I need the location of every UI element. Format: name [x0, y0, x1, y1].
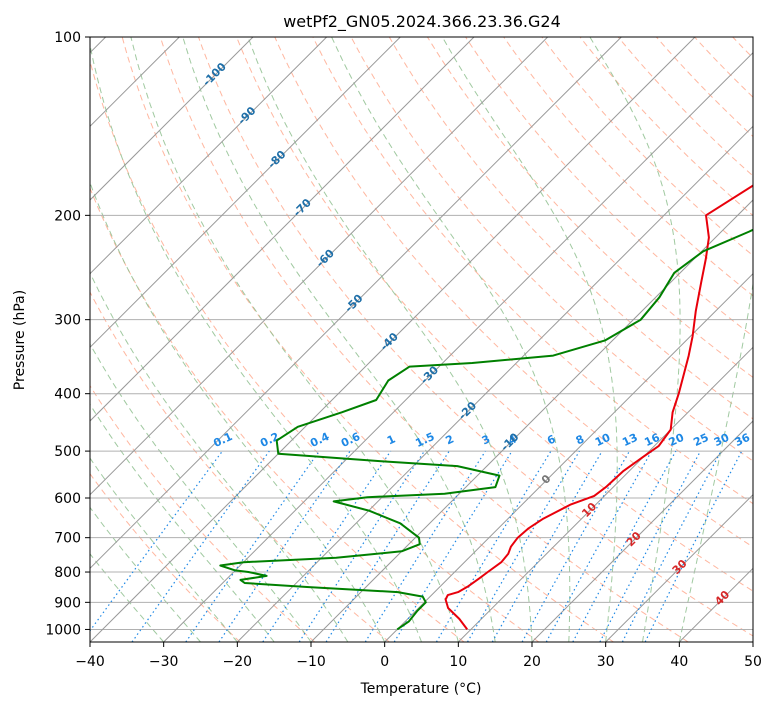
y-axis-title: Pressure (hPa) [12, 290, 28, 390]
dry-adiabat [274, 37, 753, 548]
mixing-ratio-line [185, 450, 320, 642]
isotherm-line [90, 37, 549, 496]
mixing-ratio-line [393, 450, 513, 642]
isotherm-line [384, 272, 753, 642]
dry-adiabat [90, 186, 465, 642]
y-tick-label: 300 [54, 313, 81, 329]
x-tick-label: 20 [523, 654, 541, 670]
isotherm-line [457, 346, 753, 642]
dry-adiabat [388, 37, 753, 420]
x-axis: −40 −30 −20 −10 0 10 20 30 40 50 [75, 642, 762, 670]
dry-adiabat [617, 37, 753, 177]
x-tick-label: −30 [149, 654, 179, 670]
isotherm-line [90, 37, 328, 275]
x-tick-label: −40 [75, 654, 105, 670]
moist-adiabat [90, 403, 275, 642]
y-tick-label: 100 [54, 30, 81, 46]
isotherm-line [163, 51, 753, 642]
plot-frame [89, 36, 754, 643]
dry-adiabat [90, 59, 540, 642]
dry-adiabat [236, 37, 753, 592]
moist-adiabat [90, 553, 165, 642]
temperature-profile-line [444, 184, 753, 631]
mixing-ratio-label: 25 [691, 431, 710, 449]
x-tick-label: −10 [296, 654, 326, 670]
moist-adiabat [90, 271, 349, 642]
dewpoint-profile-line [219, 228, 753, 631]
mixing-ratio-line [325, 450, 450, 642]
isotherm-line [236, 125, 753, 642]
dry-adiabat [159, 37, 689, 642]
mixing-ratio-line [262, 450, 392, 642]
moist-adiabat [90, 457, 238, 642]
x-tick-label: 30 [597, 654, 615, 670]
dry-adiabat [503, 37, 753, 297]
dry-adiabat [198, 37, 753, 637]
isotherm-line [310, 199, 753, 642]
moist-adiabat [90, 506, 201, 642]
mixing-ratio-line [364, 450, 486, 642]
moist-adiabat [90, 181, 386, 642]
y-tick-label: 600 [54, 491, 81, 507]
mixing-ratio-label: 13 [620, 431, 639, 449]
x-tick-label: −20 [223, 654, 253, 670]
mixing-ratio-line [572, 450, 677, 642]
dry-adiabat [90, 384, 316, 642]
moist-adiabat [589, 37, 681, 642]
mixing-ratio-line [435, 450, 552, 642]
y-tick-label: 1000 [45, 622, 81, 638]
isotherm-line [90, 37, 254, 201]
mixing-ratio-label: 36 [733, 431, 753, 449]
y-tick-label: 800 [54, 565, 81, 581]
moist-adiabat [331, 37, 571, 642]
y-tick-label: 200 [54, 208, 81, 224]
y-tick-label: 700 [54, 531, 81, 547]
mixing-ratio-line [298, 450, 425, 642]
y-axis: 100 200 300 400 500 600 700 800 900 1000 [45, 30, 90, 638]
isotherm-line [90, 37, 622, 570]
mixing-ratio-label: 10 [593, 431, 613, 449]
mixing-ratio-line [218, 450, 351, 642]
x-tick-label: 40 [670, 654, 688, 670]
profile-lines [219, 184, 753, 631]
dry-adiabat [90, 291, 390, 642]
x-tick-label: 0 [380, 654, 389, 670]
chart-title: wetPf2_GN05.2024.366.23.36.G24 [283, 12, 561, 32]
moist-adiabat [90, 42, 422, 642]
isotherm-line [605, 493, 753, 642]
mixing-ratio-label: 30 [712, 431, 732, 449]
y-tick-label: 400 [54, 387, 81, 403]
isotherm-line [90, 37, 696, 642]
mixing-ratio-label: 16 [642, 431, 662, 449]
x-tick-label: 50 [744, 654, 762, 670]
moist-adiabat [678, 280, 753, 642]
y-tick-label: 900 [54, 595, 81, 611]
mixing-ratio-line [599, 450, 702, 642]
y-tick-label: 500 [54, 444, 81, 460]
dry-adiabat [426, 37, 753, 378]
isotherm-line [90, 37, 401, 349]
x-tick-label: 10 [449, 654, 467, 670]
moist-adiabat [441, 37, 618, 642]
dry-adiabat [312, 37, 753, 505]
mixing-ratio-label: 20 [667, 431, 687, 449]
moist-adiabat [247, 37, 533, 642]
isotherm-line [90, 37, 475, 422]
isotherm-line [531, 420, 753, 642]
mixing-ratio-line [466, 450, 580, 642]
x-axis-title: Temperature (°C) [360, 681, 482, 697]
